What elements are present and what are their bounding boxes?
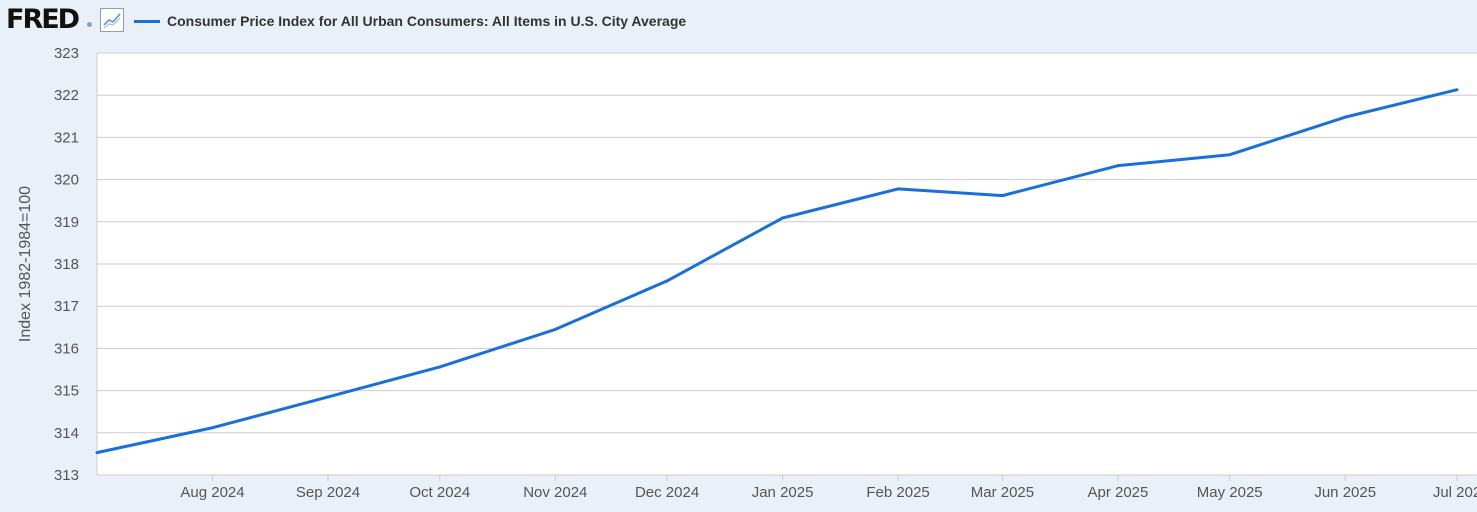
line-chart-icon[interactable]	[100, 8, 124, 32]
y-tick-label: 319	[54, 214, 79, 231]
x-tick-label: Dec 2024	[635, 484, 699, 501]
x-tick-label: Oct 2024	[409, 484, 470, 501]
data-point[interactable]	[896, 187, 900, 191]
x-tick-label: Sep 2024	[296, 484, 360, 501]
data-point[interactable]	[781, 216, 785, 220]
data-point[interactable]	[1455, 88, 1459, 92]
data-point[interactable]	[211, 426, 215, 430]
logo-registered-mark	[87, 22, 92, 27]
x-tick-label: May 2025	[1197, 484, 1263, 501]
fred-logo[interactable]: FRED	[6, 4, 80, 35]
x-tick-label: Jan 2025	[752, 484, 814, 501]
y-tick-label: 320	[54, 172, 79, 189]
y-tick-label: 317	[54, 298, 79, 315]
data-point[interactable]	[326, 395, 330, 399]
x-tick-label: Jul 202	[1433, 484, 1477, 501]
data-point[interactable]	[95, 451, 99, 455]
x-tick-label: Feb 2025	[866, 484, 929, 501]
x-tick-label: Apr 2025	[1087, 484, 1148, 501]
x-tick-label: Aug 2024	[180, 484, 244, 501]
x-axis-ticks: Aug 2024 Sep 2024 Oct 2024 Nov 2024 Dec 2024…	[180, 475, 1477, 501]
y-axis-label: Index 1982-1984=100	[17, 186, 34, 342]
y-tick-label: 323	[54, 45, 79, 62]
legend-series-label: Consumer Price Index for All Urban Consu…	[167, 13, 687, 29]
data-point[interactable]	[1000, 194, 1004, 198]
y-tick-label: 313	[54, 467, 79, 484]
data-point[interactable]	[1116, 164, 1120, 168]
grid-lines	[96, 52, 1477, 476]
legend-swatch	[134, 20, 160, 23]
data-point[interactable]	[1228, 153, 1232, 157]
data-point[interactable]	[1343, 115, 1347, 119]
y-tick-label: 318	[54, 256, 79, 273]
series-layer	[95, 88, 1459, 455]
y-tick-label: 316	[54, 340, 79, 357]
x-tick-label: Jun 2025	[1314, 484, 1376, 501]
y-tick-label: 321	[54, 129, 79, 146]
y-tick-label: 322	[54, 87, 79, 104]
x-tick-label: Mar 2025	[971, 484, 1034, 501]
y-tick-label: 315	[54, 383, 79, 400]
x-tick-label: Nov 2024	[523, 484, 587, 501]
y-tick-label: 314	[54, 425, 79, 442]
y-axis-ticks: 313 314 315 316 317 318 319 320 321 322 323	[54, 45, 79, 484]
chart-header: FRED Consumer Price Index for All Urban …	[0, 0, 1477, 42]
data-point[interactable]	[438, 365, 442, 369]
data-point[interactable]	[665, 279, 669, 283]
data-point[interactable]	[553, 327, 557, 331]
